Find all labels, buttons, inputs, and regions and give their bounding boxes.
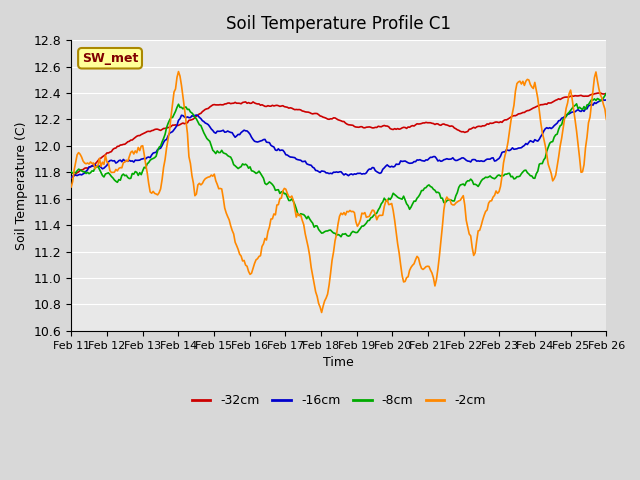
- Legend: -32cm, -16cm, -8cm, -2cm: -32cm, -16cm, -8cm, -2cm: [187, 389, 491, 412]
- Title: Soil Temperature Profile C1: Soil Temperature Profile C1: [227, 15, 451, 33]
- Y-axis label: Soil Temperature (C): Soil Temperature (C): [15, 121, 28, 250]
- X-axis label: Time: Time: [323, 356, 354, 369]
- Text: SW_met: SW_met: [82, 52, 138, 65]
